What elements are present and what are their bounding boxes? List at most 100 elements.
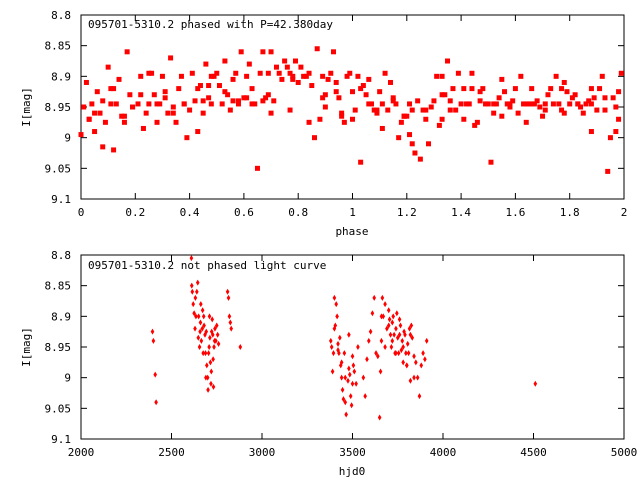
phased-data-point (390, 98, 396, 104)
phased-data-point (542, 107, 548, 113)
phased-data-point (94, 89, 100, 95)
phased-data-point (350, 89, 355, 95)
phased-data-point (415, 98, 421, 104)
unphased-data-point (412, 374, 416, 381)
unphased-data-point (196, 313, 201, 320)
phased-x-tick-label: 1.2 (397, 206, 417, 219)
phased-data-point (159, 73, 165, 79)
unphased-y-tick-label: 9 (64, 372, 71, 385)
phased-x-tick-label: 0.6 (234, 206, 254, 219)
phased-data-point (613, 129, 619, 135)
phased-data-point (244, 73, 250, 79)
phased-data-point (154, 101, 160, 107)
phased-data-point (526, 101, 532, 107)
unphased-data-point (376, 353, 380, 360)
phased-data-point (200, 110, 206, 116)
phased-data-point (311, 135, 317, 141)
phased-x-tick-label: 0.2 (125, 206, 145, 219)
unphased-y-tick-label: 8.8 (51, 249, 71, 262)
phased-data-point (252, 101, 258, 107)
phased-data-point (409, 107, 415, 113)
unphased-data-point (399, 347, 404, 354)
phased-data-point (222, 58, 228, 64)
unphased-data-point (332, 325, 337, 332)
unphased-x-tick-label: 4500 (520, 446, 547, 459)
unphased-data-point (204, 328, 209, 335)
unphased-data-point (533, 380, 538, 387)
phased-data-point (263, 95, 269, 101)
unphased-data-point (405, 340, 410, 347)
unphased-data-point (410, 334, 415, 341)
phased-data-point (92, 110, 98, 116)
phased-data-point (86, 116, 92, 122)
phased-data-point (491, 110, 497, 116)
phased-data-point (192, 98, 198, 104)
unphased-data-point (347, 371, 352, 378)
phased-data-point (350, 116, 355, 122)
unphased-data-point (211, 356, 215, 363)
phased-data-point (187, 107, 193, 113)
phased-data-point (282, 58, 288, 64)
phased-data-point (111, 147, 117, 153)
phased-data-point (385, 107, 391, 113)
phased-data-point (556, 101, 562, 107)
unphased-data-point (347, 331, 351, 338)
unphased-data-point (385, 325, 389, 332)
phased-data-point (206, 83, 212, 89)
phased-data-point (97, 110, 103, 116)
phased-data-point (320, 73, 326, 79)
unphased-plot-frame (80, 254, 625, 440)
unphased-data-point (401, 359, 405, 366)
unphased-x-axis: 2000 2500 3000 3500 4000 4500 5000 (68, 255, 637, 459)
phased-data-point (447, 98, 453, 104)
phased-data-point (426, 141, 432, 147)
phased-data-point (197, 83, 203, 89)
phased-data-point (352, 107, 358, 113)
phased-data-point (111, 86, 117, 92)
phased-y-tick-label: 9.05 (45, 162, 72, 175)
unphased-data-point (332, 294, 337, 301)
unphased-data-point (198, 328, 202, 335)
phased-data-point (143, 110, 149, 116)
unphased-data-point (374, 350, 378, 357)
unphased-data-point (404, 350, 408, 357)
unphased-data-point (391, 313, 396, 320)
phased-data-point (330, 49, 336, 55)
phased-data-point (162, 89, 168, 95)
unphased-data-point (200, 307, 205, 314)
phased-data-point (561, 79, 567, 85)
phased-data-point (458, 101, 464, 107)
phased-x-tick-label: 1 (349, 206, 356, 219)
phased-data-point (469, 86, 475, 92)
phased-data-point (233, 70, 239, 76)
unphased-chart: 2000 2500 3000 3500 4000 4500 5000 8.88.858.98… (20, 249, 637, 478)
phased-data-point (559, 86, 565, 92)
phased-data-point (301, 73, 307, 79)
phased-data-point (309, 83, 315, 89)
phased-data-point (477, 98, 483, 104)
phased-data-point (100, 144, 106, 150)
unphased-data-point (347, 365, 351, 372)
phased-data-point (439, 92, 445, 98)
unphased-data-point (424, 337, 429, 344)
unphased-data-point (408, 377, 413, 384)
phased-data-point (529, 101, 535, 107)
phased-x-tick-label: 0 (78, 206, 85, 219)
phased-data-point (529, 86, 535, 92)
phased-y-tick-label: 8.85 (45, 40, 72, 53)
unphased-data-point (225, 288, 230, 295)
unphased-data-point (210, 316, 215, 323)
phased-data-point (273, 64, 279, 70)
phased-data-point (374, 107, 380, 113)
phased-data-point (214, 70, 220, 76)
phased-data-point (225, 92, 231, 98)
phased-data-point (371, 107, 377, 113)
phased-y-tick-label: 9.1 (51, 193, 71, 206)
phased-data-point (610, 95, 616, 101)
phased-data-point (249, 101, 255, 107)
phased-data-point (588, 101, 594, 107)
unphased-data-point (397, 331, 402, 338)
unphased-data-point (356, 344, 360, 350)
phased-data-point (523, 119, 529, 125)
